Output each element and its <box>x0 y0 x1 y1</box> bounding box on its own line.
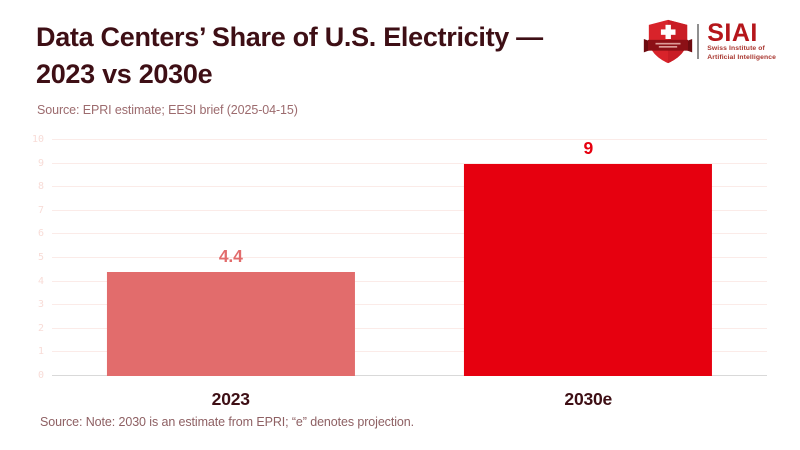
y-tick-label-1: 1 <box>37 346 44 358</box>
logo-text-block: SIAI Swiss Institute of Artificial Intel… <box>707 21 776 62</box>
x-tick-label-2030e: 2030e <box>564 389 613 409</box>
bar-value-label-2023: 4.4 <box>218 246 243 267</box>
chart-subtitle-source: Source: EPRI estimate; EESI brief (2025-… <box>37 103 298 117</box>
gridline-y-8 <box>52 186 767 188</box>
swiss-shield-icon <box>644 19 693 64</box>
y-tick-label-10: 10 <box>31 134 44 145</box>
y-tick-label-8: 8 <box>37 181 44 193</box>
logo-divider <box>697 24 700 59</box>
y-tick-label-0: 0 <box>37 370 44 381</box>
y-tick-label-7: 7 <box>37 204 44 216</box>
gridline-y-2 <box>52 327 767 329</box>
y-tick-label-5: 5 <box>37 252 44 263</box>
gridline-y-3 <box>52 304 767 306</box>
logo-tagline-line2: Artificial Intelligence <box>707 53 776 61</box>
y-tick-label-3: 3 <box>37 299 44 311</box>
y-axis-tick-labels: 0 1 2 3 4 5 6 7 8 9 10 <box>0 135 44 381</box>
gridline-y-4 <box>52 280 767 282</box>
y-tick-label-4: 4 <box>37 275 44 287</box>
chart-title-line1: Data Centers’ Share of U.S. Electricity … <box>36 22 543 52</box>
siai-logo: SIAI Swiss Institute of Artificial Intel… <box>643 19 776 64</box>
gridline-y-6 <box>52 233 767 235</box>
gridline-y-5 <box>52 257 767 258</box>
bar-chart-plot-area: 4.4 2023 9 2030e <box>52 137 767 409</box>
x-tick-label-2023: 2023 <box>211 389 250 409</box>
y-tick-label-6: 6 <box>37 228 44 240</box>
bar-2023 <box>106 272 355 376</box>
gridline-y-10 <box>52 139 767 140</box>
y-tick-label-2: 2 <box>37 322 44 334</box>
logo-tagline-line1: Swiss Institute of <box>707 45 765 52</box>
chart-title: Data Centers’ Share of U.S. Electricity … <box>36 19 543 93</box>
gridline-y-9 <box>52 162 767 164</box>
bar-value-label-2030e: 9 <box>583 137 594 158</box>
chart-footnote: Source: Note: 2030 is an estimate from E… <box>40 415 414 429</box>
gridline-y-7 <box>52 209 767 211</box>
gridline-y-0 <box>52 375 767 376</box>
bar-2030e <box>464 163 713 376</box>
logo-wordmark: SIAI <box>707 19 758 47</box>
gridline-y-1 <box>52 351 767 353</box>
chart-title-line2: 2023 vs 2030e <box>36 59 213 89</box>
y-tick-label-9: 9 <box>37 157 44 169</box>
